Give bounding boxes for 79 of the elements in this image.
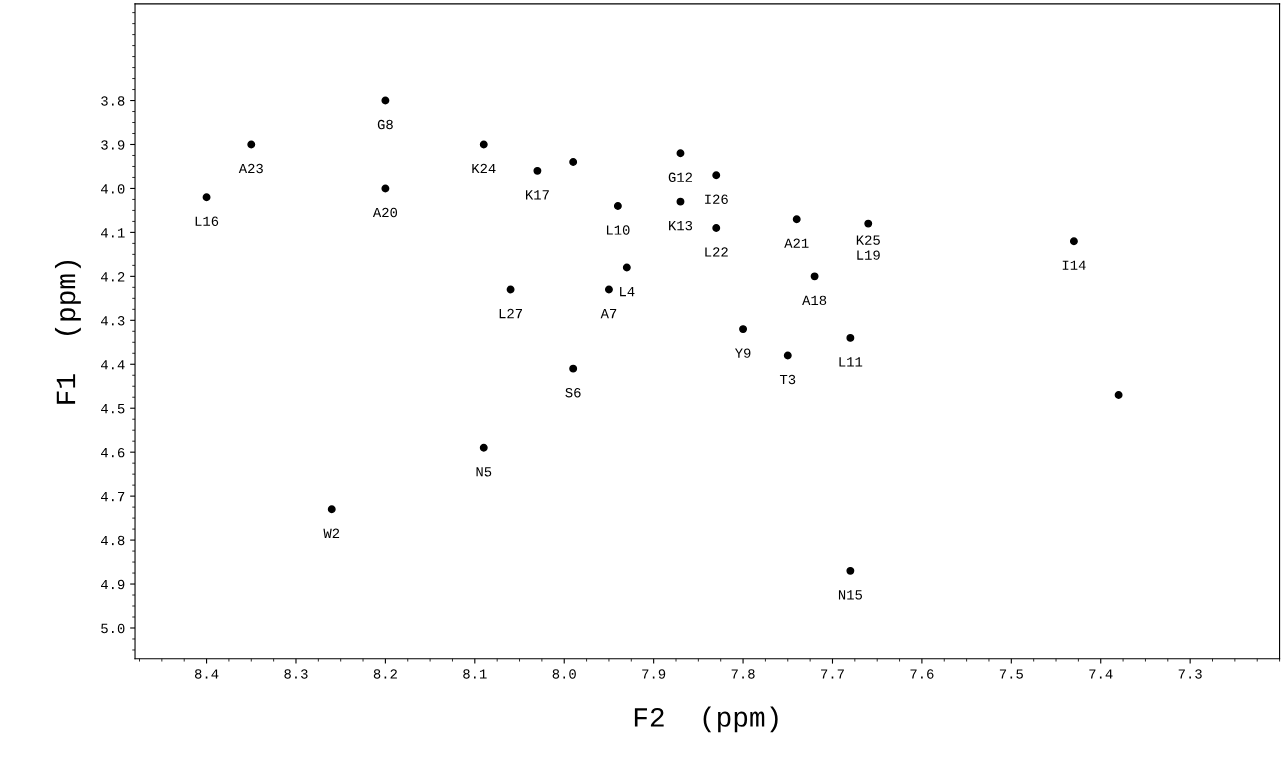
annotation: L4 — [620, 287, 635, 297]
x-tick-label: 7.4 — [1089, 669, 1113, 679]
point — [1069, 237, 1078, 246]
point — [846, 333, 855, 342]
point — [569, 364, 578, 373]
x-tick-label: 7.3 — [1178, 669, 1202, 679]
annotation: L16 — [195, 216, 219, 226]
point — [247, 140, 256, 149]
y-tick-label: 4.2 — [101, 272, 125, 282]
point — [712, 224, 721, 232]
point — [569, 158, 578, 167]
point — [381, 96, 390, 105]
y-tick-label: 4.3 — [101, 316, 125, 326]
annotation: L10 — [606, 225, 630, 235]
annotation: L22 — [705, 247, 728, 257]
point — [381, 184, 390, 193]
annotation: A7 — [600, 308, 617, 319]
y-tick-label: 4.0 — [101, 184, 125, 194]
x-tick-label: 8.4 — [194, 669, 219, 679]
point — [792, 215, 801, 224]
annotation: A18 — [802, 295, 827, 306]
annotation: L27 — [499, 308, 522, 319]
point — [613, 202, 622, 210]
point — [604, 285, 613, 294]
annotation: A21 — [784, 238, 809, 248]
annotation: L11 — [839, 357, 863, 367]
x-tick-label: 8.1 — [463, 669, 487, 679]
x-tick-label: 8.3 — [284, 669, 308, 679]
y-axis-title: F1 (ppm) — [54, 260, 81, 404]
x-tick-label: 7.5 — [999, 669, 1023, 679]
point — [202, 193, 211, 202]
y-tick-label: 4.4 — [101, 360, 125, 370]
y-tick-label: 4.7 — [101, 492, 125, 502]
point — [622, 263, 631, 272]
y-tick-label: 4.8 — [101, 535, 125, 546]
annotation: T3 — [779, 374, 796, 385]
y-tick-label: 4.5 — [101, 404, 125, 414]
annotation: N5 — [476, 467, 492, 477]
annotation: K25 L19 — [856, 235, 880, 260]
x-axis-title: F2 (ppm) — [634, 706, 778, 733]
annotation: W2 — [323, 528, 340, 538]
annotation: A20 — [372, 207, 398, 218]
y-tick-label: 4.6 — [101, 447, 125, 458]
x-tick-label: 8.0 — [552, 669, 576, 679]
x-tick-label: 8.2 — [373, 669, 397, 679]
annotation: K24 — [472, 163, 496, 174]
point — [676, 197, 685, 206]
annotation: I26 — [705, 194, 728, 204]
point — [479, 140, 488, 149]
annotation: Y9 — [734, 348, 751, 358]
x-tick-label: 7.9 — [642, 669, 666, 679]
point — [864, 219, 873, 228]
x-tick-label: 7.7 — [821, 669, 844, 679]
annotation: I14 — [1062, 260, 1086, 270]
annotation: G8 — [377, 119, 393, 130]
annotation: K13 — [669, 220, 693, 231]
point — [712, 171, 721, 180]
y-tick-label: 5.0 — [101, 623, 125, 634]
y-tick-label: 4.9 — [101, 579, 125, 590]
y-tick-label: 4.1 — [101, 228, 125, 238]
point — [783, 351, 792, 360]
annotation: K17 — [526, 190, 549, 200]
point — [739, 325, 748, 334]
annotation: G12 — [668, 172, 692, 183]
x-tick-label: 7.8 — [731, 669, 755, 679]
x-tick-label: 7.6 — [910, 669, 934, 679]
point — [846, 566, 855, 575]
annotation: N15 — [838, 590, 862, 600]
annotation: A23 — [238, 163, 263, 174]
y-tick-label: 3.8 — [101, 96, 125, 106]
annotation: S6 — [565, 387, 581, 398]
point — [810, 272, 819, 281]
point — [1114, 391, 1123, 399]
point — [327, 505, 336, 514]
point — [479, 443, 488, 452]
point — [676, 149, 685, 158]
point — [533, 166, 542, 175]
y-tick-label: 3.9 — [101, 140, 125, 150]
point — [506, 285, 515, 294]
